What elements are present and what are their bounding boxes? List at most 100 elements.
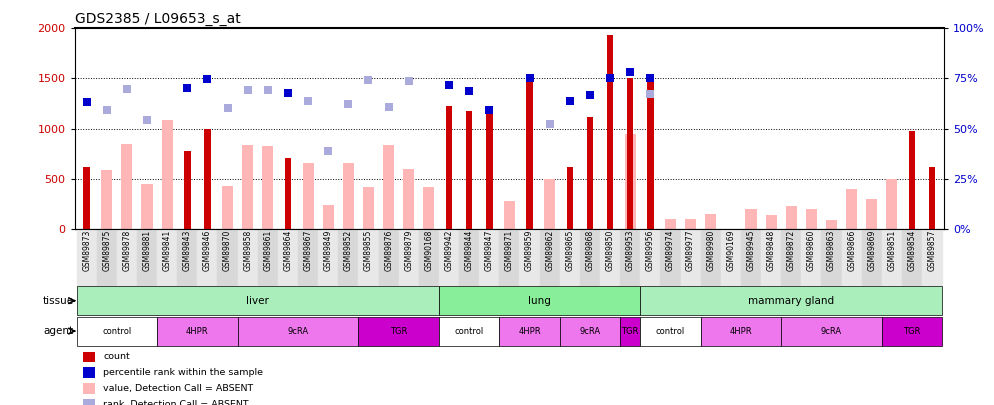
Bar <box>600 229 620 286</box>
FancyBboxPatch shape <box>439 317 499 346</box>
Bar <box>117 229 137 286</box>
Text: GSM89855: GSM89855 <box>364 230 373 271</box>
Text: GSM89876: GSM89876 <box>384 230 393 271</box>
Bar <box>862 229 882 286</box>
Bar <box>77 229 96 286</box>
Bar <box>218 229 238 286</box>
FancyBboxPatch shape <box>157 317 238 346</box>
Bar <box>137 229 157 286</box>
Bar <box>162 119 173 229</box>
Bar <box>607 35 613 229</box>
Text: 9cRA: 9cRA <box>821 326 842 336</box>
Bar <box>198 229 218 286</box>
Bar <box>338 229 359 286</box>
Text: percentile rank within the sample: percentile rank within the sample <box>103 368 263 377</box>
FancyBboxPatch shape <box>640 286 942 315</box>
Bar <box>660 229 681 286</box>
Bar <box>761 229 781 286</box>
Bar <box>640 229 660 286</box>
Text: GSM89848: GSM89848 <box>766 230 775 271</box>
Bar <box>705 214 717 229</box>
Text: GSM89980: GSM89980 <box>707 230 716 271</box>
Text: GSM89860: GSM89860 <box>807 230 816 271</box>
Text: tissue: tissue <box>43 296 74 306</box>
Text: GSM89854: GSM89854 <box>908 230 916 271</box>
Bar <box>439 229 459 286</box>
FancyBboxPatch shape <box>499 317 560 346</box>
Bar <box>404 168 414 229</box>
Bar <box>418 229 439 286</box>
FancyBboxPatch shape <box>439 286 640 315</box>
Bar <box>540 229 560 286</box>
Bar <box>882 229 902 286</box>
Bar <box>222 186 234 229</box>
Text: GSM89843: GSM89843 <box>183 230 192 271</box>
Text: GSM90169: GSM90169 <box>727 230 736 271</box>
Bar <box>243 145 253 229</box>
FancyBboxPatch shape <box>359 317 439 346</box>
Text: GSM89841: GSM89841 <box>163 230 172 271</box>
Text: 9cRA: 9cRA <box>580 326 600 336</box>
FancyBboxPatch shape <box>701 317 781 346</box>
Bar <box>379 229 399 286</box>
Text: GSM89866: GSM89866 <box>847 230 856 271</box>
Bar <box>184 151 191 229</box>
Text: value, Detection Call = ABSENT: value, Detection Call = ABSENT <box>103 384 253 393</box>
Bar <box>298 229 318 286</box>
Bar <box>101 170 112 229</box>
Text: GSM89873: GSM89873 <box>83 230 91 271</box>
Text: 9cRA: 9cRA <box>287 326 308 336</box>
Bar <box>359 229 379 286</box>
Text: control: control <box>454 326 484 336</box>
Bar <box>580 229 600 286</box>
Text: 4HPR: 4HPR <box>186 326 209 336</box>
Bar <box>765 215 776 229</box>
Text: GSM89872: GSM89872 <box>787 230 796 271</box>
Text: GSM89844: GSM89844 <box>464 230 474 271</box>
Text: GSM89942: GSM89942 <box>444 230 453 271</box>
Text: mammary gland: mammary gland <box>748 296 834 306</box>
Bar <box>620 229 640 286</box>
FancyBboxPatch shape <box>83 399 94 405</box>
Bar <box>821 229 842 286</box>
Text: GSM89868: GSM89868 <box>585 230 594 271</box>
FancyBboxPatch shape <box>781 317 882 346</box>
Bar <box>701 229 721 286</box>
Text: rank, Detection Call = ABSENT: rank, Detection Call = ABSENT <box>103 400 248 405</box>
Bar <box>399 229 418 286</box>
Bar <box>801 229 821 286</box>
Text: GSM89878: GSM89878 <box>122 230 131 271</box>
Text: 4HPR: 4HPR <box>518 326 541 336</box>
Bar <box>826 220 837 229</box>
Text: GSM89850: GSM89850 <box>605 230 614 271</box>
Bar <box>647 79 654 229</box>
Text: GSM89977: GSM89977 <box>686 230 695 271</box>
Text: GSM89974: GSM89974 <box>666 230 675 271</box>
Bar <box>520 229 540 286</box>
Bar <box>284 158 291 229</box>
Bar <box>741 229 761 286</box>
Bar <box>721 229 741 286</box>
Bar <box>262 146 273 229</box>
Text: GSM89871: GSM89871 <box>505 230 514 271</box>
Text: GSM89857: GSM89857 <box>927 230 936 271</box>
FancyBboxPatch shape <box>640 317 701 346</box>
Text: GDS2385 / L09653_s_at: GDS2385 / L09653_s_at <box>75 12 241 26</box>
FancyBboxPatch shape <box>560 317 620 346</box>
Bar <box>459 229 479 286</box>
Bar <box>929 167 935 229</box>
Text: agent: agent <box>44 326 74 336</box>
Text: GSM89879: GSM89879 <box>405 230 414 271</box>
Bar <box>504 201 515 229</box>
FancyBboxPatch shape <box>83 367 94 378</box>
Bar <box>842 229 862 286</box>
Bar <box>302 163 314 229</box>
Bar <box>806 209 817 229</box>
Bar <box>157 229 177 286</box>
Text: GSM89869: GSM89869 <box>868 230 877 271</box>
Text: GSM89875: GSM89875 <box>102 230 111 271</box>
Bar <box>479 229 499 286</box>
Bar <box>83 167 89 229</box>
Bar <box>867 199 878 229</box>
Text: GSM89867: GSM89867 <box>303 230 312 271</box>
